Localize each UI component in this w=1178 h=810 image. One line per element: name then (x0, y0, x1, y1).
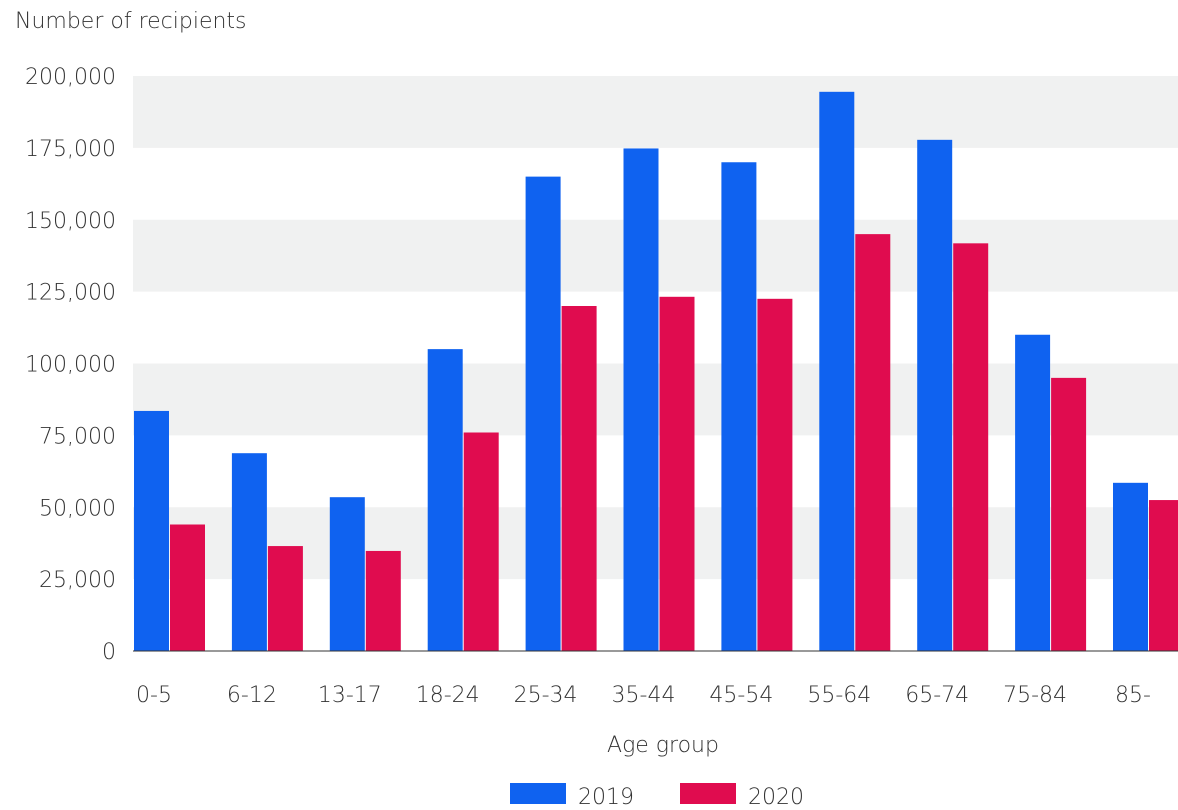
bar-2020-6-12 (267, 546, 303, 651)
x-axis-title: Age group (607, 733, 719, 758)
bar-2019-18-24 (427, 349, 463, 651)
bar-2020-75-84 (1051, 377, 1087, 651)
bar-2019-6-12 (231, 453, 267, 651)
legend-label-2020: 2020 (748, 785, 804, 810)
bar-2020-0-5 (170, 524, 205, 651)
x-tick-label: 45-54 (709, 683, 773, 708)
x-tick-label: 55-64 (807, 683, 871, 708)
y-tick-label: 75,000 (39, 424, 116, 449)
bar-2020-55-64 (855, 234, 891, 651)
y-tick-label: 150,000 (25, 209, 116, 234)
bar-2019-75-84 (1015, 334, 1051, 651)
bar-2019-65-74 (917, 139, 953, 651)
bar-2020-85- (1149, 500, 1178, 651)
x-tick-label: 85- (1115, 683, 1151, 708)
x-tick-label: 0-5 (136, 683, 172, 708)
x-axis-ticks: 0-5 6-12 13-17 18-24 25-34 35-44 45-54 55-64 65-… (136, 683, 1151, 708)
legend: 2019 2020 (510, 783, 804, 810)
bar-2019-45-54 (721, 162, 757, 651)
y-tick-label: 125,000 (25, 281, 116, 306)
bar-2019-55-64 (819, 91, 855, 651)
bars (134, 91, 1178, 651)
y-tick-label: 0 (102, 640, 116, 665)
bar-2020-18-24 (463, 432, 499, 651)
bar-2019-85- (1113, 482, 1148, 651)
bar-2020-65-74 (953, 243, 989, 651)
bar-2019-35-44 (623, 148, 659, 651)
bar-2020-25-34 (561, 306, 597, 651)
bar-2020-13-17 (365, 550, 401, 651)
y-tick-label: 50,000 (39, 496, 116, 521)
x-tick-label: 25-34 (514, 683, 578, 708)
x-tick-label: 35-44 (612, 683, 676, 708)
bar-2019-0-5 (134, 410, 169, 651)
x-tick-label: 75-84 (1003, 683, 1067, 708)
bar-2019-13-17 (329, 497, 365, 651)
bar-2019-25-34 (525, 176, 561, 651)
y-tick-label: 175,000 (25, 137, 116, 162)
bar-2020-45-54 (757, 298, 793, 651)
y-tick-label: 200,000 (25, 65, 116, 90)
x-tick-label: 13-17 (318, 683, 382, 708)
y-axis-ticks: 0 25,000 50,000 75,000 100,000 125,000 150,000… (25, 65, 116, 665)
legend-label-2019: 2019 (578, 785, 634, 810)
legend-swatch-2020 (680, 783, 736, 804)
y-tick-label: 25,000 (39, 568, 116, 593)
y-axis-title: Number of recipients (15, 9, 247, 34)
bar-2020-35-44 (659, 296, 695, 651)
x-tick-label: 6-12 (227, 683, 277, 708)
x-tick-label: 18-24 (416, 683, 480, 708)
x-tick-label: 65-74 (905, 683, 969, 708)
legend-swatch-2019 (510, 783, 566, 804)
y-tick-label: 100,000 (25, 353, 116, 378)
grid-band (133, 76, 1178, 148)
